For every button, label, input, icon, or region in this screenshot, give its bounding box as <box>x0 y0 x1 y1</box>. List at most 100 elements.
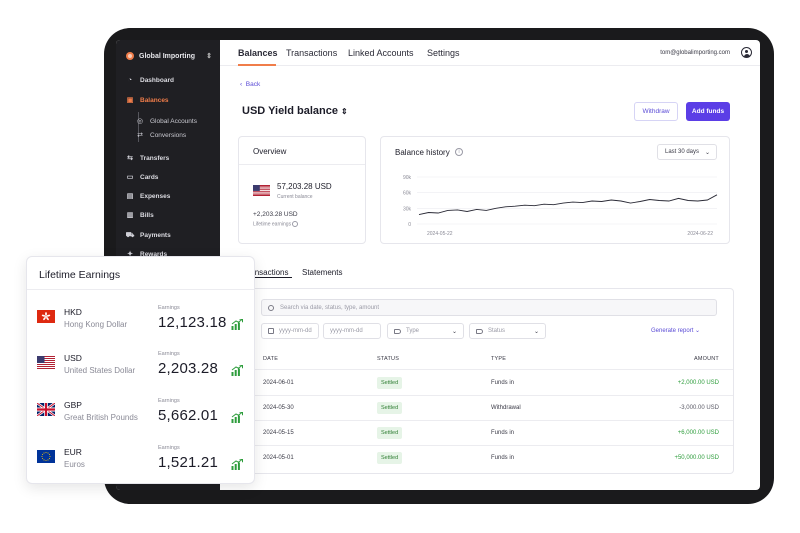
table-row[interactable]: 2024-05-01 Settled Funds in +50,000.00 U… <box>251 446 733 471</box>
row-amount: -3,000.00 USD <box>679 405 719 411</box>
tab-transactions[interactable]: Transactions <box>286 48 338 58</box>
status-filter[interactable]: Status ⌄ <box>469 323 546 339</box>
lifetime-earnings-label: Lifetime earnings <box>253 221 299 227</box>
active-subtab-indicator <box>244 277 292 278</box>
back-link[interactable]: ‹ Back <box>240 81 261 88</box>
sidebar-item-rewards[interactable]: ✦ Rewards <box>127 250 168 259</box>
row-type: Funds in <box>491 380 515 386</box>
currency-name: United States Dollar <box>64 366 136 375</box>
eu-flag-icon <box>37 450 55 463</box>
date-range-select[interactable]: Last 30 days ⌄ <box>657 144 717 160</box>
sidebar-item-global-accounts[interactable]: ◎ Global Accounts <box>136 117 197 126</box>
divider <box>239 164 365 165</box>
info-icon[interactable] <box>292 221 299 227</box>
hk-flag-icon <box>37 310 55 323</box>
search-input[interactable]: Search via date, status, type, amount <box>261 299 717 316</box>
sidebar-item-expenses[interactable]: ▤ Expenses <box>126 192 171 201</box>
column-header-date[interactable]: DATE <box>263 356 279 362</box>
column-header-status[interactable]: STATUS <box>377 356 400 362</box>
trend-up-icon <box>231 365 243 376</box>
tab-settings[interactable]: Settings <box>427 48 460 58</box>
trend-up-icon <box>231 319 243 330</box>
us-flag-icon <box>37 356 55 369</box>
withdraw-button[interactable]: Withdraw <box>634 102 678 121</box>
cart-icon: ⛟ <box>125 231 135 239</box>
list-item[interactable]: EUR Euros Earnings 1,521.21 <box>27 430 254 476</box>
row-amount: +6,000.00 USD <box>677 430 719 436</box>
status-badge: Settled <box>377 377 403 389</box>
globe-icon: ◎ <box>136 118 144 125</box>
currency-code: EUR <box>64 447 82 457</box>
row-date: 2024-05-01 <box>263 455 294 461</box>
org-logo-icon <box>126 52 134 60</box>
row-amount: +50,000.00 USD <box>674 455 719 461</box>
transactions-card: Search via date, status, type, amount yy… <box>250 288 734 474</box>
us-flag-icon <box>253 185 270 196</box>
subtab-transactions[interactable]: Transactions <box>243 268 289 277</box>
transfer-icon: ⇆ <box>127 155 133 162</box>
list-item[interactable]: HKD Hong Kong Dollar Earnings 12,123.18 <box>27 290 254 336</box>
earnings-value: 5,662.01 <box>158 407 218 424</box>
earnings-label: Earnings <box>158 398 180 404</box>
search-icon <box>268 304 274 311</box>
column-header-type[interactable]: TYPE <box>491 356 507 362</box>
active-tab-indicator <box>238 64 276 66</box>
calendar-icon <box>268 328 274 334</box>
org-switcher[interactable]: Global Importing ⇕ <box>126 48 212 64</box>
tab-balances[interactable]: Balances <box>238 48 278 58</box>
divider <box>251 395 733 396</box>
lifetime-earnings-title: Lifetime Earnings <box>39 269 121 281</box>
user-avatar-icon[interactable] <box>741 47 752 58</box>
info-icon[interactable]: i <box>455 148 463 156</box>
y-tick-label: 90k <box>403 175 412 181</box>
subtabs: Transactions Statements <box>220 268 760 282</box>
generate-report-button[interactable]: Generate report ⌄ <box>651 328 701 334</box>
subtab-statements[interactable]: Statements <box>302 268 343 277</box>
sidebar-item-transfers[interactable]: ⇆ Transfers <box>127 154 170 163</box>
row-type: Funds in <box>491 430 515 436</box>
date-from-field[interactable]: yyyy-mm-dd <box>261 323 319 339</box>
currency-code: USD <box>64 353 82 363</box>
receipt-icon: ▤ <box>126 193 134 200</box>
status-badge: Settled <box>377 402 403 414</box>
chevron-down-icon: ⌄ <box>704 149 710 156</box>
tag-icon <box>476 328 483 334</box>
table-row[interactable]: 2024-06-01 Settled Funds in +2,000.00 US… <box>251 371 733 396</box>
earnings-label: Earnings <box>158 445 180 451</box>
y-tick-label: 60k <box>403 191 412 197</box>
row-type: Withdrawal <box>491 405 521 411</box>
list-item[interactable]: USD United States Dollar Earnings 2,203.… <box>27 336 254 382</box>
table-row[interactable]: 2024-05-30 Settled Withdrawal -3,000.00 … <box>251 396 733 421</box>
table-row[interactable]: 2024-05-15 Settled Funds in +6,000.00 US… <box>251 421 733 446</box>
sidebar-item-payments[interactable]: ⛟ Payments <box>125 231 171 239</box>
currency-name: Great British Pounds <box>64 413 138 422</box>
wallet-icon: ▣ <box>126 97 134 104</box>
divider <box>251 445 733 446</box>
earnings-label: Earnings <box>158 351 180 357</box>
sidebar-item-bills[interactable]: ▥ Bills <box>126 211 154 220</box>
sidebar-item-dashboard[interactable]: ◔ Dashboard <box>127 76 174 84</box>
type-filter[interactable]: Type ⌄ <box>387 323 464 339</box>
row-date: 2024-05-15 <box>263 430 294 436</box>
x-tick-label: 2024-05-22 <box>427 231 453 237</box>
earnings-label: Earnings <box>158 305 180 311</box>
divider <box>251 420 733 421</box>
divider <box>27 289 254 290</box>
page-title[interactable]: USD Yield balance ⇕ <box>242 105 348 117</box>
tab-linked-accounts[interactable]: Linked Accounts <box>348 48 414 58</box>
column-header-amount[interactable]: AMOUNT <box>693 356 719 362</box>
y-tick-label: 0 <box>408 222 411 228</box>
add-funds-button[interactable]: Add funds <box>686 102 730 121</box>
trend-up-icon <box>231 459 243 470</box>
balance-history-chart: 90k 60k 30k 0 2024-05-22 2024-06-22 <box>403 175 718 237</box>
list-item[interactable]: GBP Great British Pounds Earnings 5,662.… <box>27 383 254 429</box>
current-balance-label: Current balance <box>277 194 313 200</box>
row-date: 2024-06-01 <box>263 380 294 386</box>
currency-name: Euros <box>64 460 85 469</box>
balance-line <box>418 194 718 216</box>
earnings-value: 2,203.28 <box>158 360 218 377</box>
date-to-field[interactable]: yyyy-mm-dd <box>323 323 381 339</box>
sidebar-item-cards[interactable]: ▭ Cards <box>126 173 159 182</box>
sidebar-item-conversions[interactable]: ⇄ Conversions <box>137 131 187 140</box>
sidebar-item-balances[interactable]: ▣ Balances <box>126 96 169 105</box>
